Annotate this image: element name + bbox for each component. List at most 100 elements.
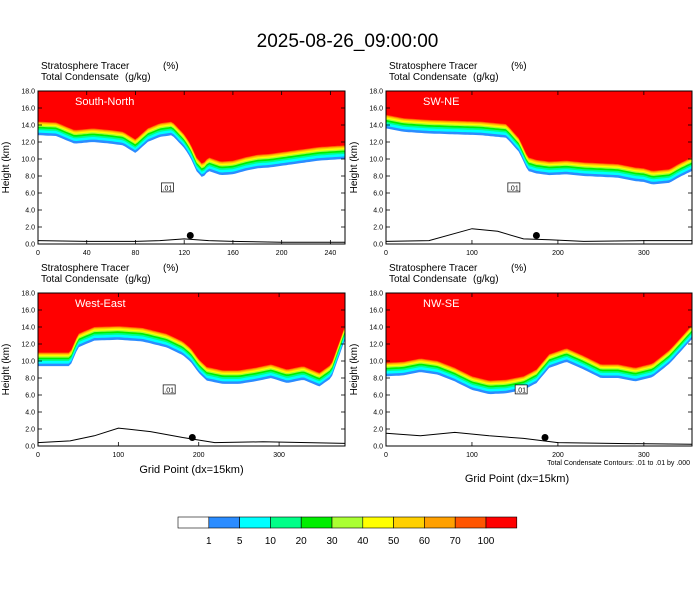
plot-frame bbox=[385, 292, 693, 447]
contour-label-box bbox=[514, 384, 528, 395]
y-axis-label: Height (km) bbox=[349, 142, 360, 194]
x-axis-label: Grid Point (dx=15km) bbox=[465, 473, 569, 485]
colorbar-swatch bbox=[177, 516, 210, 529]
y-tick-label: 10.0 bbox=[369, 359, 383, 366]
contour-label-box bbox=[162, 384, 176, 395]
contour-label-box bbox=[507, 182, 521, 193]
condensate-units: (g/kg) bbox=[473, 274, 499, 285]
y-tick-label: 12.0 bbox=[369, 140, 383, 147]
panel-header: Stratosphere Tracer (%) Total Condensate (g… bbox=[389, 61, 527, 83]
terrain-line bbox=[38, 427, 345, 444]
cross-section-panel: .01 SW-NE 0.0 2.0 4.0 6.0 8.0 10.0 12.0 14.0 16.0 1… bbox=[349, 89, 693, 257]
y-tick-label: 14.0 bbox=[369, 123, 383, 130]
x-tick-label: 0 bbox=[36, 250, 40, 257]
colorbar-swatch bbox=[239, 516, 271, 529]
y-tick-label: 4.0 bbox=[25, 208, 35, 215]
y-tick-label: 4.0 bbox=[25, 410, 35, 417]
y-tick-label: 6.0 bbox=[25, 393, 35, 400]
condensate-variable-label: Total Condensate bbox=[389, 72, 467, 83]
contour-label: .01 bbox=[509, 185, 519, 192]
y-tick-label: 0.0 bbox=[373, 242, 383, 249]
y-axis-label: Height (km) bbox=[1, 344, 12, 396]
y-tick-label: 8.0 bbox=[25, 376, 35, 383]
tracer-units: (%) bbox=[163, 263, 179, 274]
tracer-variable-label: Stratosphere Tracer bbox=[41, 263, 130, 274]
panel-header: Stratosphere Tracer (%) Total Condensate (g… bbox=[389, 263, 527, 285]
tracer-band bbox=[386, 293, 692, 381]
y-tick-label: 10.0 bbox=[21, 157, 35, 164]
cross-section-panel: .01 West-East 0.0 2.0 4.0 6.0 8.0 10.0 12.0 14.0 1… bbox=[1, 291, 346, 476]
location-marker bbox=[541, 434, 549, 441]
panel-header: Stratosphere Tracer (%) Total Condensate (g… bbox=[41, 61, 179, 83]
colorbar-swatch bbox=[424, 516, 456, 529]
y-tick-label: 12.0 bbox=[21, 342, 35, 349]
y-tick-label: 6.0 bbox=[373, 393, 383, 400]
y-tick-label: 12.0 bbox=[21, 140, 35, 147]
y-tick-label: 4.0 bbox=[373, 208, 383, 215]
colorbar-swatch bbox=[393, 516, 425, 529]
y-tick-label: 6.0 bbox=[25, 191, 35, 198]
condensate-units: (g/kg) bbox=[125, 274, 151, 285]
colorbar: 1 5 10 20 30 40 50 60 70 100 bbox=[177, 516, 518, 547]
panel-label: NW-SE bbox=[423, 298, 459, 310]
y-axis-label: Height (km) bbox=[1, 142, 12, 194]
colorbar-swatch bbox=[454, 516, 487, 529]
y-tick-label: 0.0 bbox=[25, 444, 35, 451]
plot-frame bbox=[37, 292, 346, 447]
location-marker bbox=[188, 434, 196, 441]
plot-area: .01 bbox=[386, 293, 692, 446]
x-tick-label: 300 bbox=[638, 250, 650, 257]
colorbar-swatch bbox=[300, 516, 333, 529]
y-axis-label: Height (km) bbox=[349, 344, 360, 396]
x-tick-label: 240 bbox=[325, 250, 337, 257]
colorbar-label: 50 bbox=[388, 536, 400, 547]
x-tick-label: 0 bbox=[384, 452, 388, 459]
tracer-band bbox=[38, 293, 345, 373]
tracer-variable-label: Stratosphere Tracer bbox=[389, 61, 478, 72]
x-tick-label: 100 bbox=[466, 250, 478, 257]
tracer-units: (%) bbox=[511, 263, 527, 274]
contour-label: .01 bbox=[164, 387, 174, 394]
y-tick-label: 2.0 bbox=[25, 225, 35, 232]
condensate-variable-label: Total Condensate bbox=[41, 274, 119, 285]
x-tick-label: 300 bbox=[638, 452, 650, 459]
colorbar-swatch bbox=[208, 516, 240, 529]
colorbar-swatch bbox=[485, 516, 518, 529]
y-tick-label: 14.0 bbox=[369, 325, 383, 332]
plot-area: .01 bbox=[38, 293, 345, 446]
y-tick-label: 14.0 bbox=[21, 325, 35, 332]
contour-label: .01 bbox=[516, 387, 526, 394]
y-tick-label: 0.0 bbox=[25, 242, 35, 249]
x-tick-label: 0 bbox=[384, 250, 388, 257]
x-tick-label: 100 bbox=[466, 452, 478, 459]
y-tick-label: 0.0 bbox=[373, 444, 383, 451]
condensate-units: (g/kg) bbox=[125, 72, 151, 83]
y-tick-label: 16.0 bbox=[21, 106, 35, 113]
tracer-variable-label: Stratosphere Tracer bbox=[41, 61, 130, 72]
plot-frame bbox=[385, 90, 693, 245]
condensate-variable-label: Total Condensate bbox=[41, 72, 119, 83]
plot-area: .01 bbox=[38, 91, 345, 244]
y-tick-label: 16.0 bbox=[21, 308, 35, 315]
colorbar-label: 10 bbox=[265, 536, 277, 547]
location-marker bbox=[532, 232, 540, 239]
x-tick-label: 40 bbox=[83, 250, 91, 257]
condensate-units: (g/kg) bbox=[473, 72, 499, 83]
terrain-line bbox=[386, 228, 692, 242]
colorbar-label: 5 bbox=[237, 536, 243, 547]
y-tick-label: 2.0 bbox=[25, 427, 35, 434]
y-tick-label: 18.0 bbox=[21, 89, 35, 96]
colorbar-label: 60 bbox=[419, 536, 431, 547]
x-tick-label: 100 bbox=[113, 452, 125, 459]
y-tick-label: 18.0 bbox=[369, 89, 383, 96]
colorbar-label: 40 bbox=[357, 536, 369, 547]
tracer-band bbox=[386, 91, 692, 171]
colorbar-label: 100 bbox=[478, 536, 495, 547]
contour-note: Total Condensate Contours: .01 to .01 by… bbox=[547, 460, 690, 467]
y-tick-label: 2.0 bbox=[373, 427, 383, 434]
y-tick-label: 18.0 bbox=[21, 291, 35, 298]
x-tick-label: 120 bbox=[178, 250, 190, 257]
panel-header: Stratosphere Tracer (%) Total Condensate (g… bbox=[41, 263, 179, 285]
x-tick-label: 160 bbox=[227, 250, 239, 257]
colorbar-label: 70 bbox=[450, 536, 462, 547]
